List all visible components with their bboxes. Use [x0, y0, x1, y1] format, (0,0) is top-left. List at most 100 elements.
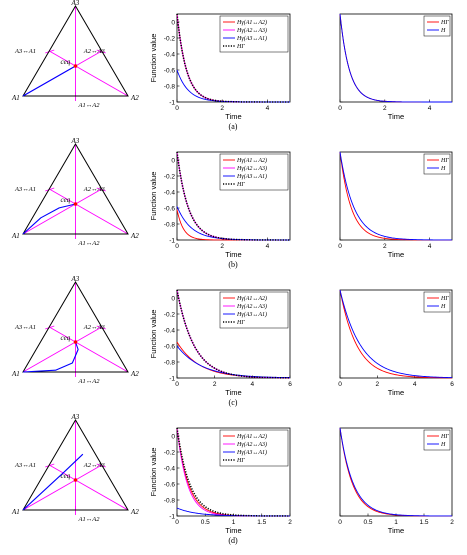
x-tick-label: 0	[175, 243, 179, 250]
series-line	[339, 13, 452, 103]
trajectory-curve	[22, 203, 76, 235]
x-tick-label: 2	[383, 243, 387, 250]
x-tick-label: 2	[383, 105, 387, 112]
legend-entry: HΓ	[440, 296, 449, 302]
median-line	[22, 188, 102, 235]
y-tick-label: -1	[169, 375, 175, 382]
triangle-outline	[22, 281, 129, 373]
y-tick-label: -0.8	[164, 83, 176, 90]
series-line	[339, 289, 453, 379]
edge-label: A1↔A2	[78, 102, 101, 109]
series-line	[176, 13, 290, 103]
equilibrium-label: ceq	[61, 334, 71, 342]
legend-entry: HΓ	[236, 458, 245, 464]
series-line	[176, 151, 290, 241]
edge-tick	[45, 463, 55, 468]
edge-tick	[96, 187, 106, 192]
y-tick-label: -0.2	[164, 35, 176, 42]
x-tick-label: 0	[338, 243, 342, 250]
y-tick-label: -0.6	[164, 343, 176, 350]
legend-box	[423, 291, 451, 313]
panel-row: ceq A1 A2 A3 A3↔A1 A2↔A3 A1↔A2 0 2 4 6 0 -0.2 -0.4 -0.…	[11, 275, 454, 407]
vertex-label: A2	[130, 94, 139, 102]
trajectory-curve	[22, 341, 79, 373]
y-axis-label: Function value	[149, 448, 158, 497]
x-tick-label: 1	[394, 519, 398, 526]
median-line	[49, 464, 129, 511]
y-tick-label: 0	[171, 157, 175, 164]
x-tick-label: 2	[220, 105, 224, 112]
legend-entry: HΓ	[440, 20, 449, 26]
panel-caption: (a)	[229, 122, 238, 131]
x-tick-label: 0.5	[363, 519, 372, 526]
x-tick-label: 0	[175, 105, 179, 112]
vertex-label: A2	[130, 370, 139, 378]
x-tick-label: 4	[428, 243, 432, 250]
x-axis-label: Time	[388, 388, 404, 397]
x-axis-label: Time	[225, 112, 241, 121]
x-tick-label: 4	[266, 243, 270, 250]
legend-entry: Hγ(A3↔A1)	[236, 449, 267, 456]
edge-tick	[96, 325, 106, 330]
vertex-label: A1	[11, 232, 20, 240]
median-line	[49, 326, 129, 373]
vertex-label: A2	[130, 508, 139, 516]
series-line	[339, 151, 452, 241]
x-tick-label: 0	[175, 381, 179, 388]
x-tick-label: 1.5	[419, 519, 428, 526]
edge-label: A1↔A2	[78, 240, 101, 247]
x-tick-label: 4	[251, 381, 255, 388]
legend-entry: Hγ(A3↔A1)	[236, 173, 267, 180]
legend-entry: H	[440, 442, 446, 448]
legend-entry: Hγ(A1↔A2)	[236, 295, 267, 302]
equilibrium-point	[73, 478, 78, 482]
vertex-label: A3	[71, 0, 80, 7]
y-tick-label: -0.4	[164, 51, 176, 58]
x-axis-label: Time	[388, 526, 404, 535]
equilibrium-label: ceq	[61, 58, 71, 66]
series-line	[339, 289, 453, 379]
legend-box	[423, 15, 451, 37]
y-axis-label: Function value	[149, 310, 158, 359]
vertex-label: A3	[71, 137, 80, 145]
x-tick-label: 0	[338, 519, 342, 526]
edge-label: A3↔A1	[14, 186, 36, 193]
edge-label: A1↔A2	[78, 378, 101, 385]
legend-entry: Hγ(A1↔A2)	[236, 19, 267, 26]
vertex-label: A3	[71, 275, 80, 283]
vertex-label: A2	[130, 232, 139, 240]
y-tick-label: -0.6	[164, 481, 176, 488]
x-tick-label: 6	[450, 381, 454, 388]
y-axis-label: Function value	[149, 172, 158, 221]
series-line	[176, 289, 291, 379]
median-line	[49, 50, 129, 97]
y-tick-label: -0.2	[164, 449, 176, 456]
edge-label: A2↔A3	[83, 462, 106, 469]
y-tick-label: -1	[169, 237, 175, 244]
edge-label: A1↔A2	[78, 516, 101, 523]
legend-entry: HΓ	[236, 320, 245, 326]
edge-tick	[96, 463, 106, 468]
panel-row: ceq A1 A2 A3 A3↔A1 A2↔A3 A1↔A2 0 0.5 1 1.5 2 0 -0.2 -0…	[11, 413, 454, 545]
edge-tick	[45, 49, 55, 54]
median-line	[22, 326, 102, 373]
equilibrium-point	[73, 64, 78, 68]
panel-row: ceq A1 A2 A3 A3↔A1 A2↔A3 A1↔A2 0 2 4 0 -0.2 -0.4 -0.6…	[11, 137, 453, 269]
x-tick-label: 1.5	[257, 519, 266, 526]
x-tick-label: 0	[338, 381, 342, 388]
y-tick-label: -0.6	[164, 205, 176, 212]
y-tick-label: -1	[169, 99, 175, 106]
legend-entry: Hγ(A2↔A3)	[236, 165, 267, 172]
edge-label: A3↔A1	[14, 324, 36, 331]
legend-entry: Hγ(A2↔A3)	[236, 27, 267, 34]
y-tick-label: -0.4	[164, 327, 176, 334]
x-tick-label: 2	[376, 381, 380, 388]
equilibrium-point	[73, 340, 78, 344]
series-line	[176, 427, 290, 517]
y-tick-label: -0.2	[164, 173, 176, 180]
equilibrium-point	[73, 202, 78, 206]
triangle-outline	[22, 419, 129, 511]
vertex-label: A1	[11, 370, 20, 378]
y-tick-label: 0	[171, 433, 175, 440]
